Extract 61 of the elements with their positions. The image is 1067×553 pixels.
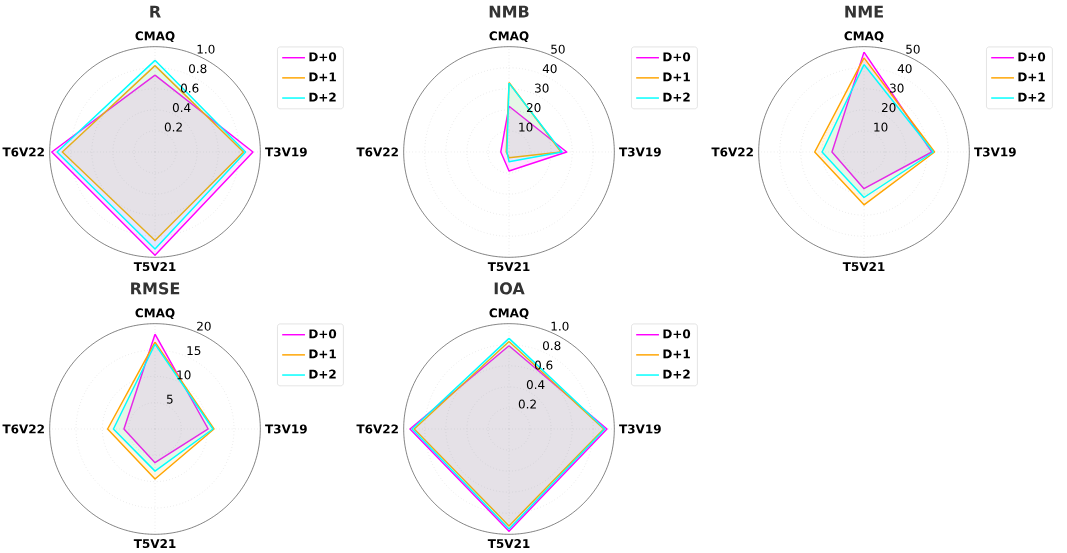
y-tick-label: 15: [187, 346, 201, 356]
spoke-label: T3V19: [974, 147, 1016, 157]
spoke-label: T3V19: [265, 424, 307, 434]
legend-label: D+0: [1018, 52, 1046, 62]
spoke-label: T5V21: [487, 539, 530, 549]
y-tick-label: 40: [542, 64, 557, 74]
y-tick-label: 10: [874, 122, 888, 132]
y-tick-label: 1.0: [197, 44, 215, 54]
y-tick-label: 20: [881, 103, 896, 113]
chart-title: NME: [845, 5, 883, 18]
y-tick-label: 20: [526, 103, 541, 113]
y-tick-label: 0.2: [518, 399, 536, 409]
spoke-label: T6V22: [2, 147, 44, 157]
spoke-label: T3V19: [619, 424, 661, 434]
spoke-label: T6V22: [356, 147, 398, 157]
y-tick-label: 30: [535, 83, 549, 93]
y-tick-label: 0.8: [188, 64, 207, 74]
spoke-label: T5V21: [133, 539, 176, 549]
spoke-label: T6V22: [2, 424, 44, 434]
y-tick-label: 0.4: [172, 103, 191, 113]
legend-label: D+2: [663, 369, 690, 379]
legend-label: D+2: [663, 92, 690, 102]
legend-label: D+2: [309, 92, 336, 102]
legend-label: D+1: [1018, 72, 1045, 82]
legend-label: D+2: [1018, 92, 1045, 102]
legend-label: D+0: [663, 52, 691, 62]
legend-label: D+0: [309, 329, 337, 339]
spoke-label: CMAQ: [489, 31, 529, 42]
spoke-label: CMAQ: [489, 308, 529, 319]
legend-label: D+1: [309, 72, 336, 82]
y-tick-label: 50: [906, 44, 920, 54]
y-tick-label: 1.0: [551, 321, 569, 331]
y-tick-label: 0.8: [542, 341, 561, 351]
legend-label: D+1: [663, 72, 690, 82]
y-tick-label: 50: [551, 44, 565, 54]
y-tick-label: 0.2: [164, 122, 182, 132]
chart-title: NMB: [489, 5, 529, 18]
spoke-label: T3V19: [265, 147, 307, 157]
spoke-label: CMAQ: [135, 308, 175, 319]
legend-label: D+0: [309, 52, 337, 62]
spoke-label: CMAQ: [844, 31, 884, 42]
spoke-label: T5V21: [487, 262, 530, 272]
spoke-label: T6V22: [711, 147, 753, 157]
chart-title: RMSE: [131, 282, 180, 295]
y-tick-label: 20: [197, 321, 211, 331]
spoke-label: T6V22: [356, 424, 398, 434]
legend-label: D+1: [663, 349, 690, 359]
chart-title: IOA: [494, 282, 525, 295]
spoke-label: T5V21: [133, 262, 176, 272]
spoke-label: T3V19: [619, 147, 661, 157]
y-tick-label: 0.4: [526, 380, 545, 390]
legend-label: D+1: [309, 349, 336, 359]
legend-label: D+2: [309, 369, 336, 379]
spoke-label: T5V21: [842, 262, 885, 272]
legend-label: D+0: [663, 329, 691, 339]
chart-title: R: [150, 5, 161, 18]
y-tick-label: 5: [166, 394, 173, 404]
y-tick-label: 30: [890, 83, 904, 93]
y-tick-label: 40: [897, 64, 912, 74]
y-tick-label: 10: [519, 122, 533, 132]
spoke-label: CMAQ: [135, 31, 175, 42]
